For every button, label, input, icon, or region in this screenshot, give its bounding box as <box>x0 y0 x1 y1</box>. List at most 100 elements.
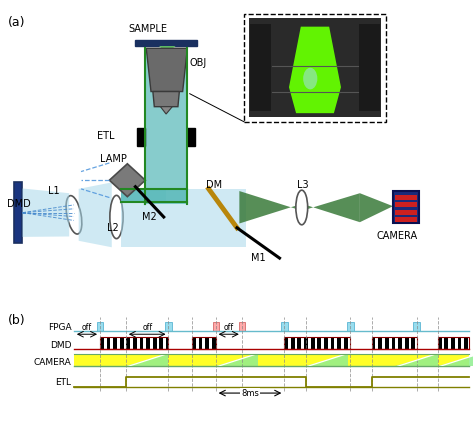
FancyBboxPatch shape <box>137 128 146 146</box>
FancyBboxPatch shape <box>153 337 156 349</box>
FancyBboxPatch shape <box>212 337 216 349</box>
FancyBboxPatch shape <box>187 128 195 146</box>
Text: L1: L1 <box>48 186 60 196</box>
FancyBboxPatch shape <box>392 337 395 349</box>
FancyBboxPatch shape <box>213 322 219 331</box>
FancyBboxPatch shape <box>311 337 315 349</box>
FancyBboxPatch shape <box>458 337 462 349</box>
FancyBboxPatch shape <box>395 210 417 214</box>
FancyBboxPatch shape <box>107 337 110 349</box>
FancyBboxPatch shape <box>205 337 209 349</box>
Text: CAMERA: CAMERA <box>376 231 418 241</box>
FancyBboxPatch shape <box>451 337 455 349</box>
FancyBboxPatch shape <box>14 182 22 243</box>
Polygon shape <box>395 354 438 366</box>
Polygon shape <box>79 182 112 247</box>
Polygon shape <box>239 191 299 224</box>
Polygon shape <box>360 193 393 222</box>
FancyBboxPatch shape <box>347 322 354 331</box>
Ellipse shape <box>110 195 123 239</box>
Text: CAMERA: CAMERA <box>34 358 72 367</box>
Polygon shape <box>216 354 258 366</box>
Polygon shape <box>306 193 360 222</box>
FancyBboxPatch shape <box>465 337 468 349</box>
Polygon shape <box>121 189 187 202</box>
Text: ETL: ETL <box>97 131 114 141</box>
Text: M2: M2 <box>143 212 157 222</box>
FancyBboxPatch shape <box>159 337 163 349</box>
FancyBboxPatch shape <box>239 322 245 331</box>
FancyBboxPatch shape <box>304 337 308 349</box>
Ellipse shape <box>303 68 318 89</box>
Ellipse shape <box>296 190 308 225</box>
Text: ETL: ETL <box>55 378 72 388</box>
FancyBboxPatch shape <box>284 337 350 349</box>
Text: off: off <box>142 322 152 332</box>
FancyBboxPatch shape <box>378 337 382 349</box>
Polygon shape <box>121 189 166 202</box>
Text: FPGA: FPGA <box>48 322 72 332</box>
Polygon shape <box>126 354 168 366</box>
Ellipse shape <box>66 196 82 234</box>
Polygon shape <box>159 46 175 53</box>
FancyBboxPatch shape <box>284 337 288 349</box>
Text: 8ms: 8ms <box>241 388 259 398</box>
FancyBboxPatch shape <box>199 337 202 349</box>
Polygon shape <box>121 189 246 247</box>
FancyBboxPatch shape <box>393 191 419 224</box>
FancyBboxPatch shape <box>97 322 103 331</box>
Polygon shape <box>109 164 146 197</box>
FancyBboxPatch shape <box>74 354 469 366</box>
Text: M1: M1 <box>251 253 266 263</box>
FancyBboxPatch shape <box>359 24 380 111</box>
FancyBboxPatch shape <box>100 337 104 349</box>
FancyBboxPatch shape <box>250 24 271 111</box>
FancyBboxPatch shape <box>395 217 417 222</box>
Polygon shape <box>438 354 474 366</box>
FancyBboxPatch shape <box>324 337 328 349</box>
FancyBboxPatch shape <box>146 337 150 349</box>
FancyBboxPatch shape <box>438 337 469 349</box>
Polygon shape <box>146 48 187 92</box>
Text: LAMP: LAMP <box>100 154 127 164</box>
FancyBboxPatch shape <box>166 337 168 349</box>
Text: DMD: DMD <box>50 341 72 350</box>
FancyBboxPatch shape <box>372 337 417 349</box>
FancyBboxPatch shape <box>438 337 442 349</box>
FancyBboxPatch shape <box>372 337 375 349</box>
Text: SAMPLE: SAMPLE <box>128 24 167 34</box>
Text: (b): (b) <box>8 314 26 327</box>
FancyBboxPatch shape <box>298 337 301 349</box>
FancyBboxPatch shape <box>140 337 144 349</box>
Polygon shape <box>153 92 179 107</box>
FancyBboxPatch shape <box>127 337 130 349</box>
FancyBboxPatch shape <box>192 337 196 349</box>
Polygon shape <box>306 354 348 366</box>
Text: L3: L3 <box>298 180 309 190</box>
FancyBboxPatch shape <box>113 337 117 349</box>
FancyBboxPatch shape <box>411 337 415 349</box>
FancyBboxPatch shape <box>136 39 197 46</box>
Polygon shape <box>289 26 341 113</box>
FancyBboxPatch shape <box>165 322 172 331</box>
Text: DM: DM <box>206 180 222 190</box>
FancyBboxPatch shape <box>395 195 417 200</box>
FancyBboxPatch shape <box>398 337 402 349</box>
Text: DMD: DMD <box>7 199 31 209</box>
FancyBboxPatch shape <box>244 14 386 122</box>
FancyBboxPatch shape <box>413 322 420 331</box>
FancyBboxPatch shape <box>192 337 216 349</box>
Text: OBJ: OBJ <box>190 59 207 69</box>
FancyBboxPatch shape <box>291 337 295 349</box>
Polygon shape <box>22 188 69 237</box>
Text: off: off <box>82 322 92 332</box>
FancyBboxPatch shape <box>344 337 347 349</box>
Polygon shape <box>160 107 172 114</box>
FancyBboxPatch shape <box>337 337 341 349</box>
FancyBboxPatch shape <box>281 322 288 331</box>
FancyBboxPatch shape <box>100 337 168 349</box>
FancyBboxPatch shape <box>249 18 381 118</box>
FancyBboxPatch shape <box>330 337 334 349</box>
Polygon shape <box>145 48 187 204</box>
Text: off: off <box>224 322 234 332</box>
